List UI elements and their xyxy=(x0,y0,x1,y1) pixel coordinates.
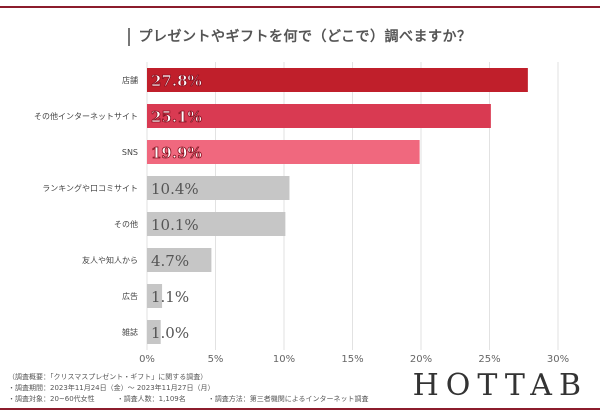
survey-method: ・調査方法：第三者機関によるインターネット調査 xyxy=(207,395,369,403)
survey-notes: （調査概要：「クリスマスプレゼント・ギフト」に関する調査） ・調査期間：2023… xyxy=(8,372,391,405)
hottab-logo: HOTTAB xyxy=(412,368,588,403)
bar xyxy=(147,176,290,200)
bar xyxy=(147,212,286,236)
survey-target: ・調査対象：20~60代女性 xyxy=(8,395,95,403)
data-label: 4.7% xyxy=(151,252,189,270)
x-tick-label: 10% xyxy=(273,354,295,365)
bar xyxy=(147,320,161,344)
bar xyxy=(147,248,212,272)
category-label: 雑誌 xyxy=(122,327,138,337)
data-label: 25.1% xyxy=(151,108,202,126)
data-label: 10.4% xyxy=(151,180,199,198)
x-tick-label: 30% xyxy=(547,354,569,365)
data-label: 19.9% xyxy=(151,144,202,162)
data-label: 10.1% xyxy=(151,216,199,234)
bar xyxy=(147,68,528,92)
survey-count: ・調査人数：1,109名 xyxy=(116,395,186,403)
title-accent xyxy=(128,28,131,46)
survey-period: ・調査期間：2023年11月24日（金）～ 2023年11月27日（月） xyxy=(8,384,215,392)
data-label: 1.0% xyxy=(151,324,189,342)
x-tick-label: 15% xyxy=(341,354,363,365)
top-rule xyxy=(0,6,600,8)
chart-title-wrap: プレゼントやギフトを何で（どこで）調べますか？ xyxy=(0,26,600,46)
data-label: 1.1% xyxy=(151,288,189,306)
bar xyxy=(147,104,491,128)
chart-title: プレゼントやギフトを何で（どこで）調べますか？ xyxy=(138,29,472,45)
category-label: 友人や知人から xyxy=(82,255,138,265)
survey-summary: （調査概要：「クリスマスプレゼント・ギフト」に関する調査） xyxy=(8,373,208,381)
category-label: 店舗 xyxy=(122,75,138,85)
bar xyxy=(147,140,420,164)
category-label: その他インターネットサイト xyxy=(34,111,138,121)
x-tick-label: 5% xyxy=(208,354,224,365)
category-label: SNS xyxy=(122,148,138,157)
category-label: ランキングや口コミサイト xyxy=(42,183,138,193)
data-label: 27.8% xyxy=(151,72,202,90)
category-label: その他 xyxy=(114,219,138,229)
x-tick-label: 25% xyxy=(478,354,500,365)
bottom-rule xyxy=(0,408,600,410)
bar xyxy=(147,284,163,308)
x-tick-label: 20% xyxy=(410,354,432,365)
category-label: 広告 xyxy=(122,291,138,301)
x-tick-label: 0% xyxy=(139,354,155,365)
